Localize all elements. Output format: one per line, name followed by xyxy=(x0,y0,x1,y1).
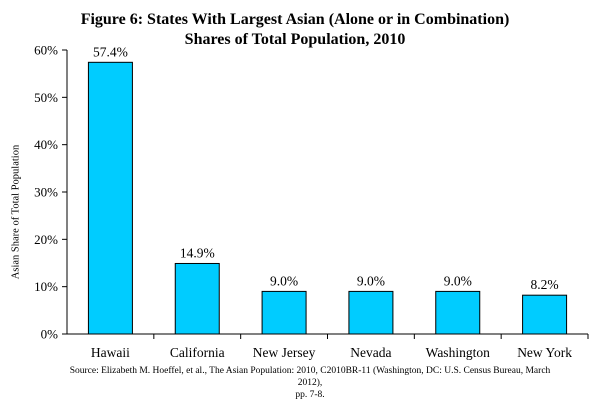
y-tick-label: 40% xyxy=(34,137,58,152)
x-tick-label: Nevada xyxy=(350,345,391,360)
y-tick-label: 30% xyxy=(34,185,58,200)
y-tick-label: 50% xyxy=(34,90,58,105)
y-tick-label: 20% xyxy=(34,232,58,247)
bar xyxy=(435,290,481,335)
x-tick-label: New Jersey xyxy=(253,345,316,360)
bar xyxy=(522,294,568,335)
chart-title-line-2: Shares of Total Population, 2010 xyxy=(184,31,406,48)
x-tick-label: Hawaii xyxy=(91,345,130,360)
chart-title-line-1: Figure 6: States With Largest Asian (Alo… xyxy=(80,11,510,28)
data-label: 8.2% xyxy=(531,277,559,292)
bar xyxy=(348,290,394,335)
source-line-2: pp. 7-8. xyxy=(295,390,325,400)
data-label: 57.4% xyxy=(93,44,128,59)
data-label: 14.9% xyxy=(180,245,215,260)
data-label: 9.0% xyxy=(444,273,472,288)
y-tick-label: 60% xyxy=(34,43,58,58)
x-tick-label: California xyxy=(170,345,225,360)
bar xyxy=(174,262,220,335)
y-tick-label: 0% xyxy=(41,327,59,342)
chart-title: Figure 6: States With Largest Asian (Alo… xyxy=(0,10,590,50)
data-label: 9.0% xyxy=(357,273,385,288)
bar xyxy=(87,61,133,335)
source-line-1: Source: Elizabeth M. Hoeffel, et al., Th… xyxy=(69,366,551,388)
x-tick-label: Washington xyxy=(426,345,490,360)
x-tick-label: New York xyxy=(517,345,572,360)
source-note: Source: Elizabeth M. Hoeffel, et al., Th… xyxy=(60,365,560,401)
bar xyxy=(261,290,307,335)
y-tick-label: 10% xyxy=(34,279,58,294)
data-label: 9.0% xyxy=(270,273,298,288)
